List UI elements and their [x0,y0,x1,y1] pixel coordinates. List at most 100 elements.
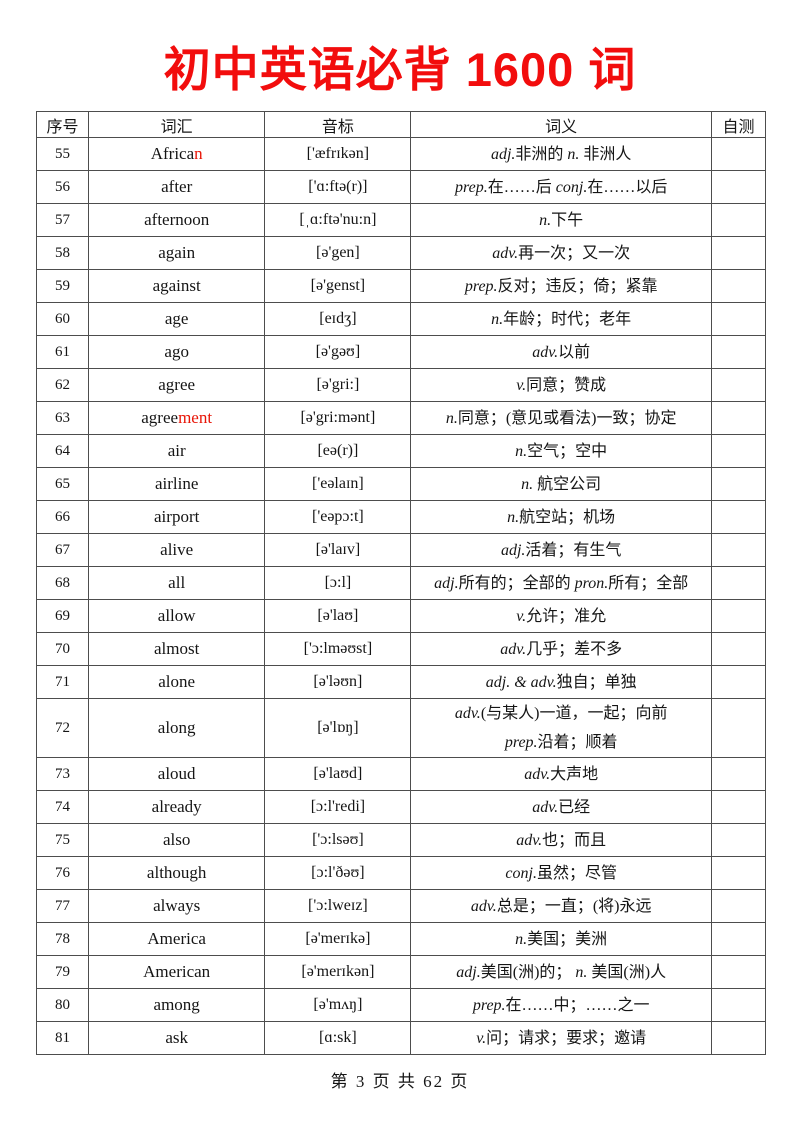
cell-number: 59 [35,269,90,304]
pos-abbreviation: n. [515,442,528,460]
cell-self-test [710,955,767,990]
meaning-line: adv.也；而且 [413,826,708,855]
text-segment: 已经 [558,798,591,816]
highlighted-suffix: ment [178,408,213,428]
cell-phonetic: [ə'merɪkən] [264,955,412,990]
column-header-4: 自测 [710,111,767,139]
cell-phonetic: [ɔ:l'redi] [264,790,412,825]
pos-abbreviation: prep. [464,277,498,295]
cell-phonetic: [eɪdʒ] [264,302,412,337]
text-segment: along [157,718,196,738]
cell-self-test [710,757,767,792]
table-row: 71 alone [ə'ləʊn] adj. & adv.独自；单独 [35,665,767,700]
text-segment: 同意；赞成 [526,376,607,394]
table-row: 73 aloud [ə'laʊd] adv.大声地 [35,757,767,792]
cell-phonetic: [ɑ:sk] [264,1021,412,1056]
meaning-line: adj.美国(洲)的； n. 美国(洲)人 [413,958,708,987]
pos-abbreviation: n. [575,963,592,981]
text-segment: 问；请求；要求；邀请 [486,1029,647,1047]
pos-abbreviation: adj. [490,145,516,163]
meaning-line: n.航空站；机场 [413,503,708,532]
text-segment: air [167,441,186,461]
table-row: 72 along [ə'lɒŋ] adv.(与某人)一道，一起；向前 prep.沿着；顺… [35,698,767,759]
pos-abbreviation: adv. [500,640,527,658]
text-segment: 空气；空中 [527,442,608,460]
text-segment: alive [160,540,194,560]
cell-word: airline [88,467,266,502]
text-segment: aloud [157,764,196,784]
text-segment: 所有；全部 [608,574,689,592]
pos-abbreviation: v. [516,376,527,394]
cell-meaning: prep.在……后 conj.在……以后 [410,170,712,205]
text-segment: 反对；违反；倚；紧靠 [497,277,658,295]
cell-word: among [88,988,266,1023]
cell-number: 57 [35,203,90,238]
pos-abbreviation: adv. [492,244,519,262]
pos-abbreviation: n. [539,211,552,229]
cell-word: allow [88,599,266,634]
text-segment: 独自；单独 [556,673,637,691]
meaning-line: adv.(与某人)一道，一起；向前 [413,700,708,729]
text-segment: 同意；(意见或看法)一致；协定 [457,409,677,427]
cell-word: although [88,856,266,891]
cell-meaning: n.空气；空中 [410,434,712,469]
text-segment: 所有的；全部的 [458,574,575,592]
table-row: 62 agree [ə'gri:] v.同意；赞成 [35,368,767,403]
meaning-line: adv.以前 [413,338,708,367]
cell-word: age [88,302,266,337]
cell-self-test [710,533,767,568]
pos-abbreviation: adv. [532,798,559,816]
table-row: 58 again [ə'gen] adv.再一次；又一次 [35,236,767,271]
cell-phonetic: ['eəpɔ:t] [264,500,412,535]
text-segment: 在……后 [487,178,556,196]
cell-phonetic: [ɔ:l] [264,566,412,601]
table-row: 78 America [ə'merɪkə] n.美国；美洲 [35,922,767,957]
cell-meaning: adv.也；而且 [410,823,712,858]
cell-self-test [710,335,767,370]
meaning-line: adv.再一次；又一次 [413,239,708,268]
cell-phonetic: [ə'laʊ] [264,599,412,634]
cell-self-test [710,137,767,172]
cell-number: 81 [35,1021,90,1056]
cell-self-test [710,665,767,700]
pos-abbreviation: adj. [500,541,526,559]
cell-self-test [710,856,767,891]
cell-meaning: n.下午 [410,203,712,238]
table-row: 55 African ['æfrɪkən] adj.非洲的 n. 非洲人 [35,137,767,172]
text-segment: America [147,929,206,949]
table-row: 79 American [ə'merɪkən] adj.美国(洲)的； n. 美国(洲… [35,955,767,990]
pos-abbreviation: adv. [470,897,497,915]
cell-meaning: adv.总是；一直；(将)永远 [410,889,712,924]
cell-meaning: adv.再一次；又一次 [410,236,712,271]
cell-meaning: adj.非洲的 n. 非洲人 [410,137,712,172]
text-segment: 下午 [551,211,584,229]
cell-number: 70 [35,632,90,667]
cell-self-test [710,434,767,469]
pos-abbreviation: n. [445,409,458,427]
cell-meaning: conj.虽然；尽管 [410,856,712,891]
cell-meaning: adv.(与某人)一道，一起；向前 prep.沿着；顺着 [410,698,712,759]
pos-abbreviation: n. [567,145,584,163]
meaning-line: adv.已经 [413,793,708,822]
meaning-line: n. 航空公司 [413,470,708,499]
pos-abbreviation: adj. [456,963,481,981]
cell-meaning: adv.大声地 [410,757,712,792]
cell-phonetic: ['ɔ:lweɪz] [264,889,412,924]
table-row: 76 although [ɔ:l'ðəʊ] conj.虽然；尽管 [35,856,767,891]
meaning-line: n.下午 [413,206,708,235]
pos-abbreviation: prep. [455,178,488,196]
cell-word: all [88,566,266,601]
cell-word: air [88,434,266,469]
cell-meaning: n.年龄；时代；老年 [410,302,712,337]
cell-phonetic: ['ɔ:lməʊst] [264,632,412,667]
pos-abbreviation: n. [507,508,520,526]
text-segment: American [143,962,211,982]
pos-abbreviation: prep. [504,734,538,752]
text-segment: (与某人)一道，一起；向前 [480,705,668,723]
text-segment: 在……中；……之一 [505,996,650,1014]
cell-self-test [710,988,767,1023]
cell-number: 56 [35,170,90,205]
page-title: 初中英语必背 1600 词 [163,43,637,96]
cell-phonetic: [eə(r)] [264,434,412,469]
cell-number: 64 [35,434,90,469]
